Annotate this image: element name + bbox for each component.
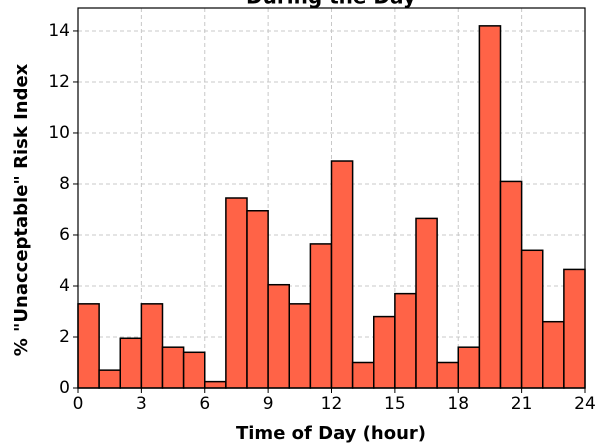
x-tick-label: 15 <box>384 394 406 414</box>
bar <box>330 160 354 389</box>
bar <box>182 351 206 389</box>
y-axis-label: % "Unacceptable" Risk Index <box>11 63 32 356</box>
bar <box>542 320 565 389</box>
bar <box>520 249 544 389</box>
bar <box>77 303 100 389</box>
x-tick-label: 0 <box>73 394 84 414</box>
bar <box>204 380 227 389</box>
bar <box>394 292 417 389</box>
x-tick-label: 6 <box>199 394 210 414</box>
x-tick-label: 21 <box>511 394 533 414</box>
y-tick-label: 0 <box>59 378 70 398</box>
bar <box>119 337 143 389</box>
y-tick-label: 12 <box>48 72 70 92</box>
y-tick-label: 8 <box>59 174 70 194</box>
bar <box>288 303 312 389</box>
bar <box>415 217 438 389</box>
bar <box>309 243 333 389</box>
x-axis-label: Time of Day (hour) <box>236 423 426 444</box>
y-tick-label: 2 <box>59 327 70 347</box>
y-tick-label: 10 <box>48 123 70 143</box>
bar <box>436 361 459 389</box>
bar <box>267 283 290 389</box>
bar <box>457 346 481 389</box>
x-tick-label: 3 <box>136 394 147 414</box>
bar <box>499 180 523 389</box>
bar <box>478 25 502 389</box>
plot-frame <box>77 7 586 389</box>
x-tick-label: 18 <box>447 394 469 414</box>
bar <box>140 303 164 389</box>
bar <box>246 210 269 389</box>
y-tick-label: 4 <box>59 276 70 296</box>
bar <box>563 268 586 389</box>
chart-title: During the Day <box>246 0 416 9</box>
bar <box>373 315 396 389</box>
bar <box>98 369 121 389</box>
y-tick-label: 6 <box>59 225 70 245</box>
bar <box>161 346 185 389</box>
bar <box>225 197 248 389</box>
bar <box>351 361 375 389</box>
x-tick-label: 24 <box>574 394 596 414</box>
y-tick-label: 14 <box>48 21 70 41</box>
x-tick-label: 12 <box>321 394 343 414</box>
x-tick-label: 9 <box>263 394 274 414</box>
